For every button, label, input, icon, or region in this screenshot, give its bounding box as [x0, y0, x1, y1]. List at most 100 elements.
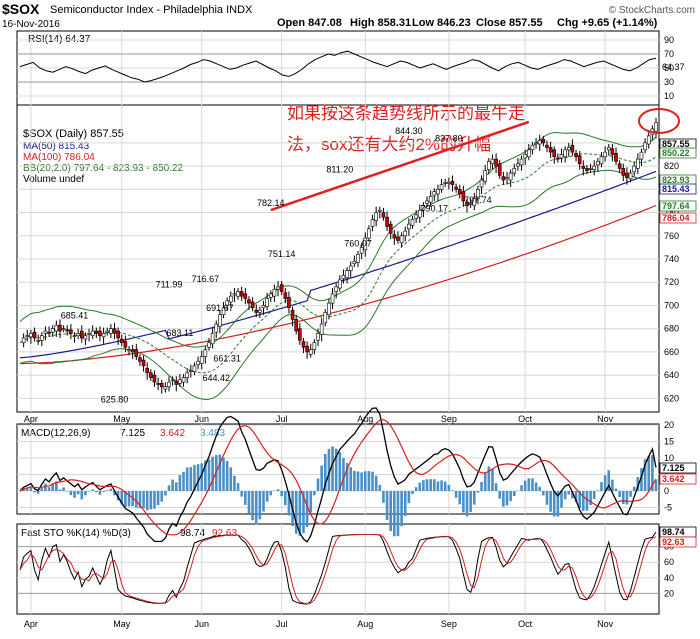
candle-body [112, 328, 117, 334]
macd-histogram-bar [422, 480, 425, 491]
candle-body [116, 330, 120, 339]
price-annotation: 837.80 [435, 133, 463, 143]
candle-body [156, 382, 160, 385]
candle-body [283, 292, 288, 299]
candle-body [556, 157, 560, 160]
candle-body [232, 293, 237, 296]
macd-histogram-bar [265, 491, 269, 502]
macd-histogram-bar [374, 475, 378, 491]
value-tag: 786.04 [662, 213, 690, 223]
macd-histogram-bar [174, 482, 178, 491]
macd-histogram-bar [222, 457, 225, 491]
macd-histogram-bar [462, 491, 465, 513]
candle-body [643, 142, 647, 151]
macd-histogram-bar [247, 491, 251, 514]
candle-body [218, 314, 222, 327]
candle-body [392, 234, 397, 239]
candle-body [636, 158, 640, 169]
macd-histogram-bar [22, 489, 25, 491]
candle-body [610, 148, 615, 155]
annotation: 如果按这条趋势线所示的最牛走 法，sox还有大约2%的升幅 [287, 104, 525, 154]
macd-histogram-bar [502, 491, 505, 507]
legend-main: $SOX (Daily) 857.55 [23, 128, 124, 140]
candle-body [603, 151, 607, 158]
macd-histogram-bar [251, 491, 254, 521]
macd-histogram-bar [244, 491, 247, 505]
candle-body [483, 170, 487, 182]
macd-histogram-bar [189, 467, 193, 491]
rsi-tick-label: 70 [664, 49, 674, 59]
candle-body [345, 270, 349, 278]
candle-body [119, 338, 124, 343]
macd-histogram-bar [403, 491, 407, 516]
candle-body [566, 147, 571, 151]
macd-histogram-bar [76, 491, 80, 495]
macd-histogram-bar [472, 491, 476, 505]
macd-histogram-bar [313, 491, 316, 496]
macd-histogram-bar [116, 491, 120, 501]
signal-tag-box [659, 473, 697, 485]
macd-label: MACD(12,26,9) [21, 428, 90, 439]
sto-tick-label: 20 [664, 588, 674, 598]
macd-histogram-bar [440, 480, 443, 491]
candle-body [294, 319, 299, 332]
candle-body [138, 357, 142, 362]
price-annotation: 716.67 [192, 274, 220, 284]
macd-tick-label: 20 [664, 420, 674, 430]
annotation-line1: 如果按这条趋势线所示的最牛走 [287, 104, 525, 123]
rsi-line [19, 50, 657, 83]
price-annotation: 685.41 [61, 310, 89, 320]
macd-histogram-bar [433, 479, 436, 491]
candle-body [399, 235, 404, 244]
sto-k-tag: 98.74 [662, 527, 685, 537]
candle-body [105, 330, 110, 333]
sto-legend: Fast STO %K(14) %D(3) 98.74 92.63 [21, 528, 237, 539]
candle-body [377, 209, 382, 212]
macd-tag: 7.125 [662, 463, 685, 473]
candle-body [348, 265, 353, 271]
macd-histogram-bar [345, 462, 349, 491]
macd-histogram-bar [356, 471, 360, 491]
candle-body [516, 163, 520, 167]
value-tag: 823.93 [662, 175, 690, 185]
macd-histogram-bar [371, 471, 374, 491]
month-label: Jul [276, 619, 288, 629]
macd-histogram-bar [316, 478, 320, 491]
candle-body [574, 153, 578, 158]
macd-histogram-bar [342, 457, 345, 491]
candle-body [247, 299, 251, 304]
price-tick-label: 760 [664, 231, 679, 241]
macd-histogram-bar [105, 490, 109, 491]
macd-histogram-bar [629, 491, 632, 497]
macd-histogram-bar [651, 454, 654, 491]
candle-body [87, 333, 91, 335]
candle-body [323, 312, 328, 324]
macd-histogram-bar [178, 475, 182, 491]
candle-body [519, 158, 524, 166]
macd-histogram-bar [309, 491, 313, 513]
candle-body [170, 379, 175, 382]
month-label: Aug [357, 619, 373, 629]
sto-label: Fast STO %K(14) %D(3) [21, 528, 131, 539]
macd-histogram-bar [549, 491, 552, 512]
macd-histogram-bar [200, 463, 204, 491]
month-label: Nov [597, 414, 614, 424]
macd-histogram-bar [36, 491, 40, 494]
candle-body [134, 349, 139, 357]
macd-histogram-bar [185, 467, 189, 491]
candle-body [308, 349, 313, 355]
macd-legend: MACD(12,26,9) 7.125 3.642 3.483 [21, 428, 225, 439]
candle-body [178, 379, 182, 384]
sto-k-line [19, 531, 657, 605]
macd-histogram-bar [80, 491, 84, 500]
change-value: Chg +9.65 (+1.14%) [557, 17, 658, 29]
symbol-title: $SOX [2, 1, 40, 17]
candle-body [621, 168, 626, 176]
macd-histogram-bar [582, 491, 585, 511]
candle-body [258, 309, 262, 313]
macd-histogram-bar [389, 491, 392, 532]
price-annotation: 691.67 [206, 303, 234, 313]
macd-v1: 7.125 [120, 428, 145, 439]
candle-body [236, 291, 240, 297]
macd-histogram-bar [302, 491, 305, 534]
